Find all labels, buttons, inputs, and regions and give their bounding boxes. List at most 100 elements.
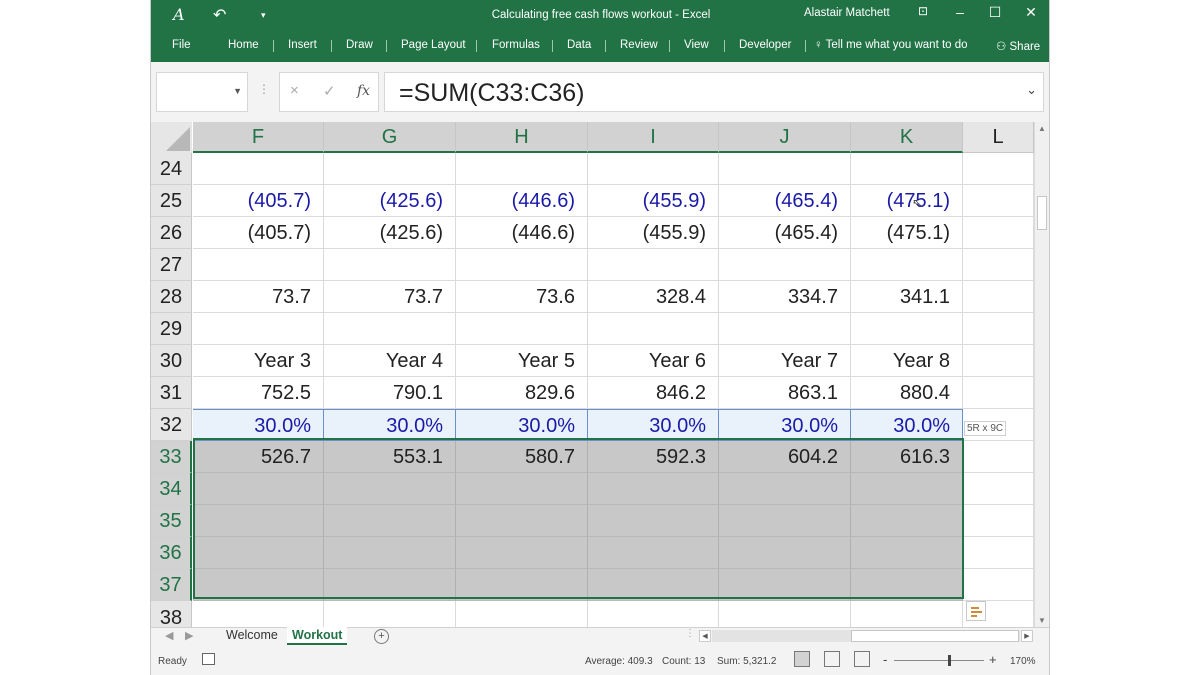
cell-l35[interactable] (963, 505, 1034, 537)
cell-h34[interactable] (456, 473, 588, 505)
add-sheet-icon[interactable]: + (374, 629, 389, 644)
cell-k37[interactable] (851, 569, 963, 601)
cell-j31[interactable]: 863.1 (719, 377, 851, 409)
insert-function-icon[interactable]: fx (357, 83, 371, 99)
expand-formula-icon[interactable]: ⌄ (1026, 82, 1037, 97)
cell-l37[interactable] (963, 569, 1034, 601)
cell-f26[interactable]: (405.7) (193, 217, 324, 249)
cell-l36[interactable] (963, 537, 1034, 569)
tab-splitter-handle[interactable]: ⋮ (685, 628, 695, 639)
cell-f29[interactable] (193, 313, 324, 345)
sheet-tab-welcome[interactable]: Welcome (226, 628, 278, 642)
cell-g25[interactable]: (425.6) (324, 185, 456, 217)
cell-k36[interactable] (851, 537, 963, 569)
cell-g26[interactable]: (425.6) (324, 217, 456, 249)
cell-j35[interactable] (719, 505, 851, 537)
row-header-28[interactable]: 28 (151, 281, 192, 313)
zoom-slider-knob[interactable] (948, 655, 951, 666)
cell-i32[interactable]: 30.0% (588, 409, 719, 441)
cell-l24[interactable] (963, 153, 1034, 185)
cell-l28[interactable] (963, 281, 1034, 313)
cell-j36[interactable] (719, 537, 851, 569)
status-sum[interactable]: Sum: 5,321.2 (717, 656, 777, 667)
cell-j28[interactable]: 334.7 (719, 281, 851, 313)
cell-i26[interactable]: (455.9) (588, 217, 719, 249)
cell-h35[interactable] (456, 505, 588, 537)
tab-page-layout[interactable]: Page Layout (401, 39, 466, 51)
cell-g36[interactable] (324, 537, 456, 569)
cell-k33[interactable]: 616.3 (851, 441, 963, 473)
cell-h25[interactable]: (446.6) (456, 185, 588, 217)
cell-i31[interactable]: 846.2 (588, 377, 719, 409)
user-name[interactable]: Alastair Matchett (804, 7, 890, 19)
row-header-38[interactable]: 38 (151, 601, 192, 627)
row-header-24[interactable]: 24 (151, 153, 192, 185)
cell-f33[interactable]: 526.7 (193, 441, 324, 473)
tab-data[interactable]: Data (567, 39, 592, 51)
row-header-29[interactable]: 29 (151, 313, 192, 345)
row-header-34[interactable]: 34 (151, 473, 192, 505)
cell-i33[interactable]: 592.3 (588, 441, 719, 473)
prev-sheet-icon[interactable]: ◀ (165, 630, 174, 642)
cell-g31[interactable]: 790.1 (324, 377, 456, 409)
vertical-scrollbar[interactable]: ▲ ▼ (1034, 122, 1049, 627)
ribbon-display-icon[interactable]: ⊡ (917, 4, 929, 18)
cell-l30[interactable] (963, 345, 1034, 377)
cell-k26[interactable]: (475.1) (851, 217, 963, 249)
cell-l27[interactable] (963, 249, 1034, 281)
cell-f24[interactable] (193, 153, 324, 185)
cell-f37[interactable] (193, 569, 324, 601)
row-header-37[interactable]: 37 (151, 569, 192, 601)
splitter-handle[interactable]: ⋮ (258, 82, 270, 96)
cell-f27[interactable] (193, 249, 324, 281)
cell-i29[interactable] (588, 313, 719, 345)
cell-g32[interactable]: 30.0% (324, 409, 456, 441)
cell-h37[interactable] (456, 569, 588, 601)
cell-i25[interactable]: (455.9) (588, 185, 719, 217)
tab-draw[interactable]: Draw (346, 39, 373, 51)
cell-i38[interactable] (588, 601, 719, 627)
cell-g33[interactable]: 553.1 (324, 441, 456, 473)
worksheet-grid[interactable]: F G H I J K L 24 25 (405.7) (425.6) (446.6) (455.9)(… (151, 122, 1049, 627)
cell-i36[interactable] (588, 537, 719, 569)
cell-g37[interactable] (324, 569, 456, 601)
zoom-in-icon[interactable]: + (989, 652, 997, 667)
zoom-out-icon[interactable]: - (883, 652, 888, 667)
cell-j24[interactable] (719, 153, 851, 185)
cell-l31[interactable] (963, 377, 1034, 409)
scroll-left-icon[interactable]: ◀ (699, 630, 711, 642)
share-button[interactable]: ⚇ Share (996, 39, 1040, 53)
column-header-i[interactable]: I (588, 122, 719, 153)
row-header-30[interactable]: 30 (151, 345, 192, 377)
scroll-up-icon[interactable]: ▲ (1038, 124, 1046, 133)
tab-home[interactable]: Home (228, 39, 259, 51)
row-header-36[interactable]: 36 (151, 537, 192, 569)
cell-k30[interactable]: Year 8 (851, 345, 963, 377)
cell-h38[interactable] (456, 601, 588, 627)
column-header-g[interactable]: G (324, 122, 456, 153)
cell-g35[interactable] (324, 505, 456, 537)
maximize-icon[interactable]: ☐ (988, 4, 1002, 20)
cell-f36[interactable] (193, 537, 324, 569)
cell-h32[interactable]: 30.0% (456, 409, 588, 441)
cell-j29[interactable] (719, 313, 851, 345)
row-header-26[interactable]: 26 (151, 217, 192, 249)
cell-k27[interactable] (851, 249, 963, 281)
cell-j37[interactable] (719, 569, 851, 601)
tab-developer[interactable]: Developer (739, 39, 792, 51)
normal-view-icon[interactable] (794, 651, 810, 667)
macro-record-icon[interactable] (202, 653, 215, 665)
minimize-icon[interactable]: – (956, 4, 964, 20)
cell-i28[interactable]: 328.4 (588, 281, 719, 313)
cell-g30[interactable]: Year 4 (324, 345, 456, 377)
row-header-31[interactable]: 31 (151, 377, 192, 409)
cell-h33[interactable]: 580.7 (456, 441, 588, 473)
cell-i35[interactable] (588, 505, 719, 537)
enter-icon[interactable]: ✓ (323, 83, 336, 100)
scrollbar-thumb[interactable] (851, 630, 1019, 642)
row-header-27[interactable]: 27 (151, 249, 192, 281)
tell-me-box[interactable]: ♀ Tell me what you want to do (814, 39, 968, 51)
cell-l26[interactable] (963, 217, 1034, 249)
name-box[interactable]: ▼ (156, 72, 248, 112)
tab-view[interactable]: View (684, 39, 709, 51)
